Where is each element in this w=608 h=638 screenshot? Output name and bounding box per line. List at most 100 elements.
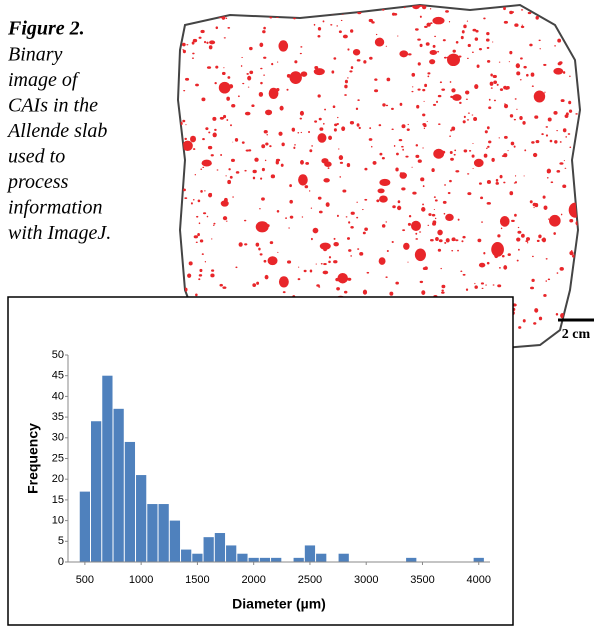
speck [543,195,546,198]
bar [181,550,191,562]
speck [339,30,342,33]
speck [469,150,471,152]
speck [224,198,228,202]
speck [480,197,483,200]
speck [546,258,548,259]
speck [235,138,238,142]
speck [204,190,205,191]
speck [523,66,526,69]
speck [407,262,408,263]
speck [382,224,386,228]
speck [326,202,330,207]
speck [270,241,273,244]
speck [464,27,465,28]
speck [294,60,297,63]
speck [472,154,475,157]
speck [256,282,259,285]
speck [323,7,326,9]
speck [211,269,214,271]
speck [509,51,512,54]
speck [503,182,505,184]
speck [561,99,565,102]
bar [316,554,326,562]
speck [568,133,571,135]
bar [305,545,315,562]
speck [244,243,247,245]
speck [433,149,444,159]
speck [186,44,188,45]
speck [300,46,302,47]
x-axis-label: Diameter (µm) [232,596,326,612]
speck [577,172,579,174]
speck [514,145,516,147]
speck [416,105,419,109]
bar [339,554,349,562]
speck [323,263,327,265]
speck [395,168,398,172]
speck [329,256,331,258]
speck [379,257,386,265]
speck [183,189,186,192]
speck [515,175,516,176]
speck [529,44,532,47]
speck [260,253,263,255]
speck [533,322,536,325]
speck [336,25,337,27]
speck [205,127,208,130]
speck [514,182,516,183]
speck [369,19,373,22]
speck [305,162,309,165]
speck [394,13,397,16]
speck [323,178,329,182]
speck [453,50,456,53]
speck [231,104,235,107]
speck [509,61,510,62]
speck [462,30,465,33]
speck [309,149,312,152]
speck [509,191,513,195]
speck [427,76,429,78]
speck [426,42,430,46]
speck [346,278,350,280]
speck [424,26,428,28]
speck [516,63,520,68]
speck [342,14,343,15]
speck [371,146,372,148]
speck [431,168,434,172]
speck [256,221,269,232]
speck [207,216,209,218]
speck [415,238,418,240]
speck [486,148,488,149]
speck [316,264,317,265]
speck [347,48,349,50]
speck [256,243,260,247]
speck [445,10,449,13]
speck [397,206,401,211]
speck [546,126,549,128]
y-tick-label: 20 [52,473,64,485]
speck [377,188,384,193]
speck [546,3,555,14]
speck [269,88,279,99]
speck [333,242,339,246]
speck [531,141,535,144]
speck [475,37,478,40]
speck [287,74,291,78]
speck [341,126,345,131]
speck [193,39,197,42]
speck [576,41,579,43]
speck [200,169,202,170]
speck [454,154,456,156]
bar [294,558,304,562]
caption-line: image of [8,69,80,91]
speck [285,217,287,219]
speck [363,232,366,235]
speck [409,215,411,217]
speck [441,285,445,288]
speck [279,276,289,287]
speck [297,132,299,134]
speck [477,65,480,68]
speck [531,72,535,76]
speck [575,113,578,115]
speck [463,25,466,29]
